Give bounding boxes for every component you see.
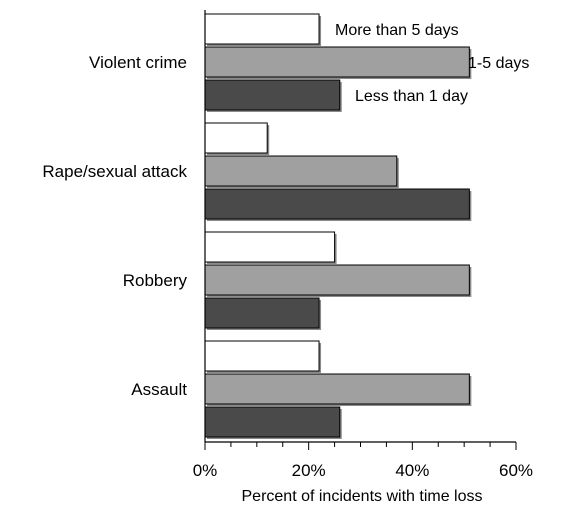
legend-label-1-5-days: 1-5 days [468, 55, 529, 72]
category-labels: Violent crime Rape/sexual attack Robbery As… [42, 53, 187, 399]
legend-label-more-than-5-days: More than 5 days [335, 22, 459, 39]
bar-violent-crime-more-than-5-days [204, 13, 320, 45]
bar-robbery-less-than-1-day [204, 297, 320, 329]
category-label-violent-crime: Violent crime [89, 53, 187, 72]
bar-violent-crime-less-than-1-day [204, 79, 341, 111]
bar-assault-1-5-days [204, 373, 470, 405]
x-tick-label-0: 0% [193, 461, 218, 480]
bar-robbery-more-than-5-days [204, 231, 336, 263]
bars-layer [204, 13, 472, 439]
category-label-assault: Assault [131, 380, 187, 399]
x-tick-label-1: 20% [292, 461, 326, 480]
bar-rape-sexual-attack-less-than-1-day [204, 188, 470, 220]
bar-assault-more-than-5-days [204, 340, 320, 372]
x-axis-title: Percent of incidents with time loss [242, 488, 483, 505]
bar-assault-less-than-1-day [204, 406, 341, 438]
x-tick-label-2: 40% [395, 461, 429, 480]
legend-label-less-than-1-day: Less than 1 day [355, 88, 468, 105]
x-tick-label-3: 60% [499, 461, 533, 480]
x-axis-ticks: 0% 20% 40% 60% [193, 442, 533, 480]
bar-violent-crime-1-5-days [204, 46, 470, 78]
bar-rape-sexual-attack-1-5-days [204, 155, 398, 187]
category-label-robbery: Robbery [123, 271, 188, 290]
category-label-rape-sexual-attack: Rape/sexual attack [42, 162, 187, 181]
bar-robbery-1-5-days [204, 264, 470, 296]
bar-rape-sexual-attack-more-than-5-days [204, 122, 268, 154]
